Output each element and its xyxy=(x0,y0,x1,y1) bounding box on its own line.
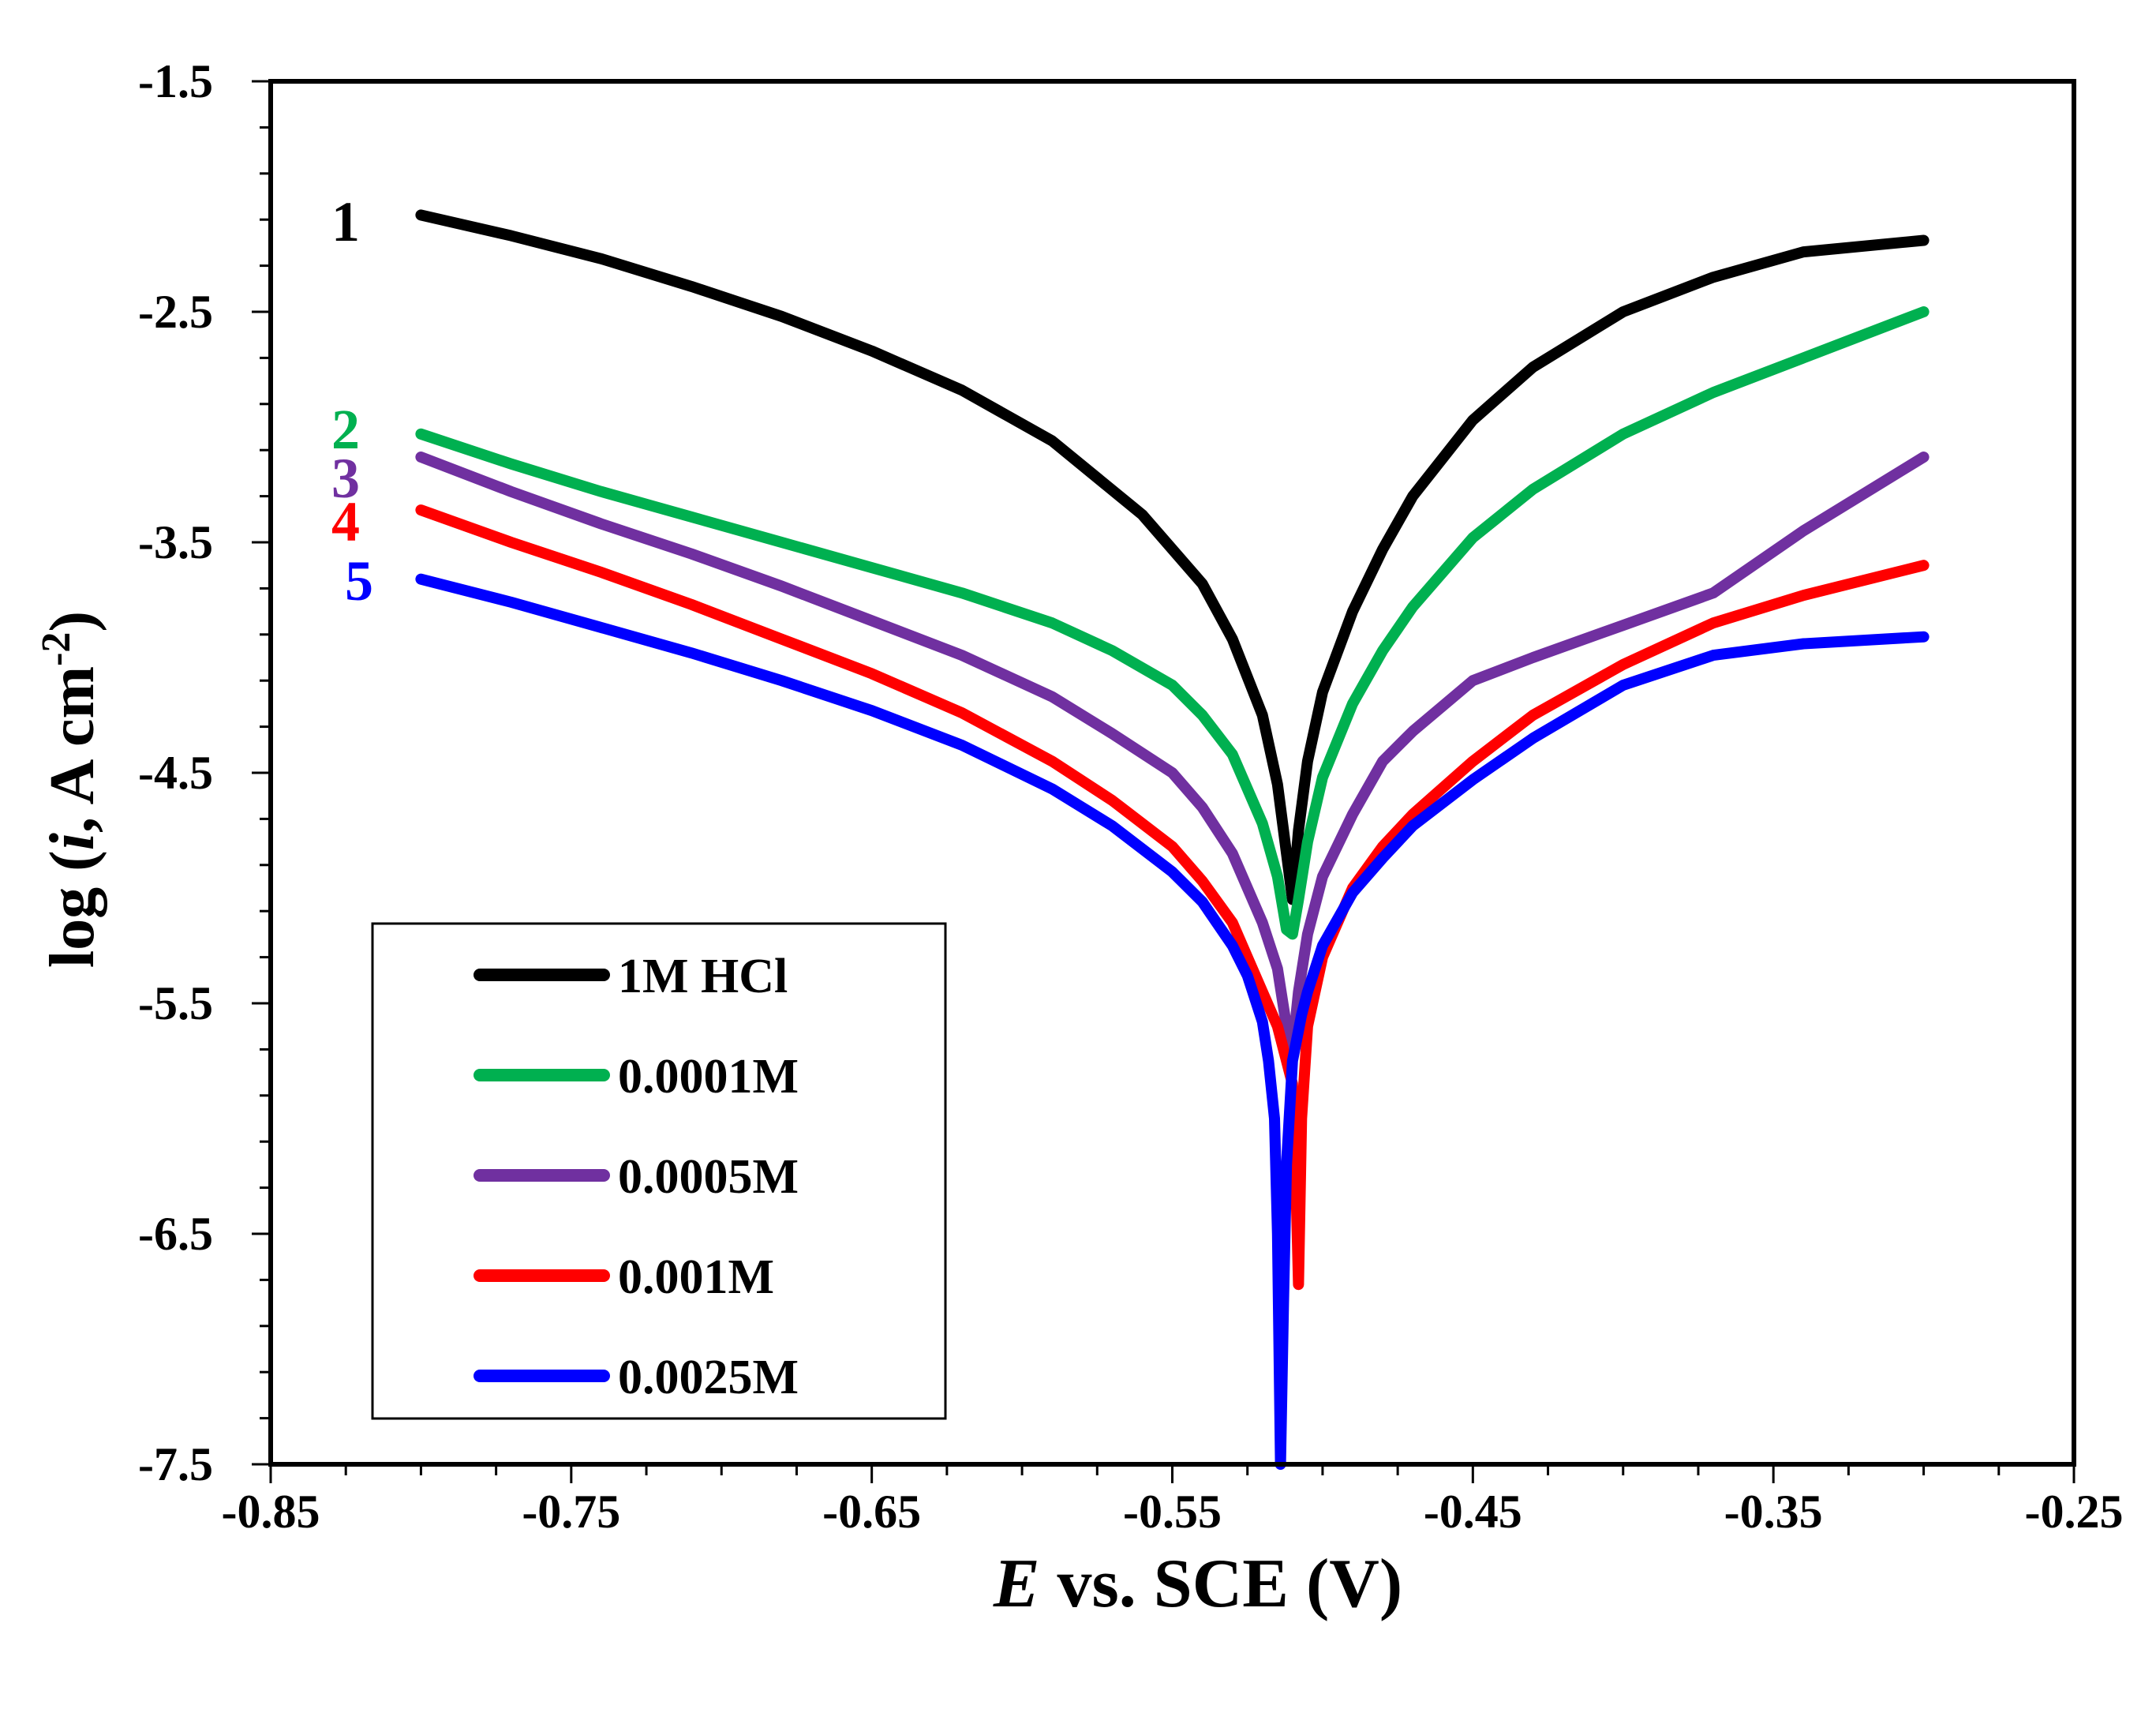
legend-box xyxy=(371,922,947,1420)
series-line-1 xyxy=(415,209,1930,905)
plot-frame xyxy=(268,79,2076,1467)
y-tick-label: -1.5 xyxy=(138,55,213,107)
x-tick-label: -0.35 xyxy=(1724,1486,1823,1538)
legend: 1M HCl 0.0001M 0.0005M 0.001M 0.0025M xyxy=(371,922,947,1420)
x-tick-label: -0.75 xyxy=(522,1486,620,1538)
x-tick-label: -0.65 xyxy=(822,1486,921,1538)
series-line-2 xyxy=(415,306,1930,940)
y-tick-label: -2.5 xyxy=(138,286,213,338)
y-axis-title-sup: -2 xyxy=(34,632,79,666)
x-tick-label: -0.55 xyxy=(1123,1486,1222,1538)
series-line-4 xyxy=(415,504,1930,1291)
legend-label-5: 0.0025M xyxy=(618,1351,799,1404)
series-number-label-5: 5 xyxy=(345,549,373,613)
series-number-label-1: 1 xyxy=(331,190,360,253)
y-axis-title: log (i, A cm-2) xyxy=(34,611,107,968)
series-number-label-4: 4 xyxy=(331,490,360,553)
series-number-label-2: 2 xyxy=(331,398,360,461)
legend-label-3: 0.0005M xyxy=(618,1150,799,1204)
y-axis-title-mid: , A cm xyxy=(38,666,107,833)
x-tick-label: -0.85 xyxy=(222,1486,320,1538)
series-number-label-3: 3 xyxy=(331,447,360,510)
x-tick-label: -0.45 xyxy=(1424,1486,1522,1538)
x-tick-label: -0.25 xyxy=(2025,1486,2124,1538)
y-axis-title-prefix: log ( xyxy=(38,850,107,968)
x-tick-labels: -0.85 -0.75 -0.65 -0.55 -0.45 -0.35 -0.25 xyxy=(222,1486,2124,1538)
y-tick-label: -5.5 xyxy=(138,977,213,1029)
x-axis-title-italic: E xyxy=(993,1546,1040,1622)
legend-label-4: 0.001M xyxy=(618,1250,774,1304)
series-lines xyxy=(415,209,1930,1470)
y-tick-label: -6.5 xyxy=(138,1208,213,1260)
series-line-5 xyxy=(415,573,1930,1470)
legend-label-1: 1M HCl xyxy=(618,950,788,1003)
y-tick-label: -3.5 xyxy=(138,516,213,568)
y-tick-label: -4.5 xyxy=(138,747,213,799)
series-line-3 xyxy=(415,452,1930,1055)
x-axis-title-rest: vs. SCE (V) xyxy=(1040,1546,1403,1622)
legend-label-2: 0.0001M xyxy=(618,1050,799,1104)
x-axis-title: E vs. SCE (V) xyxy=(993,1546,1402,1622)
y-tick-label: -7.5 xyxy=(138,1438,213,1490)
y-tick-labels: -1.5 -2.5 -3.5 -4.5 -5.5 -6.5 -7.5 xyxy=(138,55,213,1490)
y-axis-title-italic: i xyxy=(38,833,107,850)
y-axis-title-suffix: ) xyxy=(38,611,107,632)
